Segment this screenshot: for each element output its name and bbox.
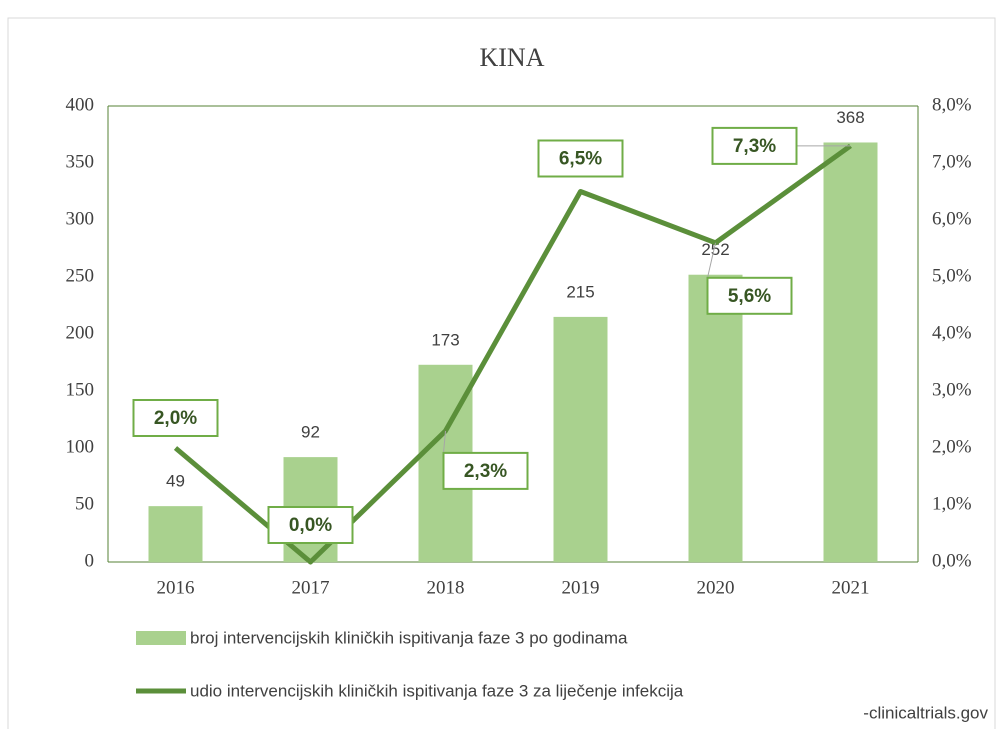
bar bbox=[688, 274, 743, 562]
leader-line bbox=[443, 430, 446, 453]
bar-label: 252 bbox=[701, 240, 729, 259]
bar bbox=[148, 506, 203, 562]
y2-tick-label: 6,0% bbox=[932, 208, 972, 229]
y-tick-label: 300 bbox=[66, 208, 95, 229]
y-tick-label: 150 bbox=[66, 379, 95, 400]
chart-title: KINA bbox=[480, 43, 545, 72]
y-tick-label: 400 bbox=[66, 94, 95, 115]
legend-swatch bbox=[136, 631, 186, 645]
x-tick-label: 2016 bbox=[157, 577, 195, 598]
y2-tick-label: 4,0% bbox=[932, 322, 972, 343]
leader-line bbox=[707, 242, 716, 278]
y2-tick-label: 7,0% bbox=[932, 151, 972, 172]
bar bbox=[553, 316, 608, 562]
x-tick-label: 2017 bbox=[292, 577, 330, 598]
legend-label: broj intervencijskih kliničkih ispitivan… bbox=[190, 628, 628, 647]
x-tick-label: 2019 bbox=[562, 577, 600, 598]
line-label: 6,5% bbox=[559, 149, 602, 170]
line-label-box bbox=[706, 276, 793, 315]
line-label-box bbox=[267, 506, 354, 544]
legend-label: udio intervencijskih kliničkih ispitivan… bbox=[190, 681, 684, 700]
y-tick-label: 0 bbox=[85, 550, 95, 571]
line-label: 5,6% bbox=[728, 286, 771, 307]
y2-tick-label: 5,0% bbox=[932, 265, 972, 286]
bar-label: 49 bbox=[166, 472, 185, 491]
line-label: 2,3% bbox=[464, 461, 507, 482]
line-label-box bbox=[537, 139, 624, 178]
line-label-box bbox=[442, 451, 529, 490]
bar-label: 92 bbox=[301, 423, 320, 442]
y2-tick-label: 1,0% bbox=[932, 493, 972, 514]
y-tick-label: 250 bbox=[66, 265, 95, 286]
bar-label: 368 bbox=[836, 108, 864, 127]
x-tick-label: 2020 bbox=[697, 577, 735, 598]
bar bbox=[823, 142, 878, 563]
line-label: 7,3% bbox=[733, 136, 776, 157]
y-tick-label: 350 bbox=[66, 151, 95, 172]
line-label-box bbox=[711, 126, 798, 165]
y2-tick-label: 2,0% bbox=[932, 436, 972, 457]
y2-tick-label: 3,0% bbox=[932, 379, 972, 400]
bar-label: 173 bbox=[431, 330, 459, 349]
source: -clinicaltrials.gov bbox=[863, 703, 988, 722]
line-label: 0,0% bbox=[289, 515, 332, 536]
y-tick-label: 100 bbox=[66, 436, 95, 457]
y2-tick-label: 0,0% bbox=[932, 550, 972, 571]
bar-label: 215 bbox=[566, 282, 594, 301]
x-tick-label: 2021 bbox=[832, 577, 870, 598]
x-tick-label: 2018 bbox=[427, 577, 465, 598]
y2-tick-label: 8,0% bbox=[932, 94, 972, 115]
line-label: 2,0% bbox=[154, 408, 197, 429]
y-tick-label: 200 bbox=[66, 322, 95, 343]
line-label-box bbox=[132, 399, 219, 437]
y-tick-label: 50 bbox=[75, 493, 94, 514]
